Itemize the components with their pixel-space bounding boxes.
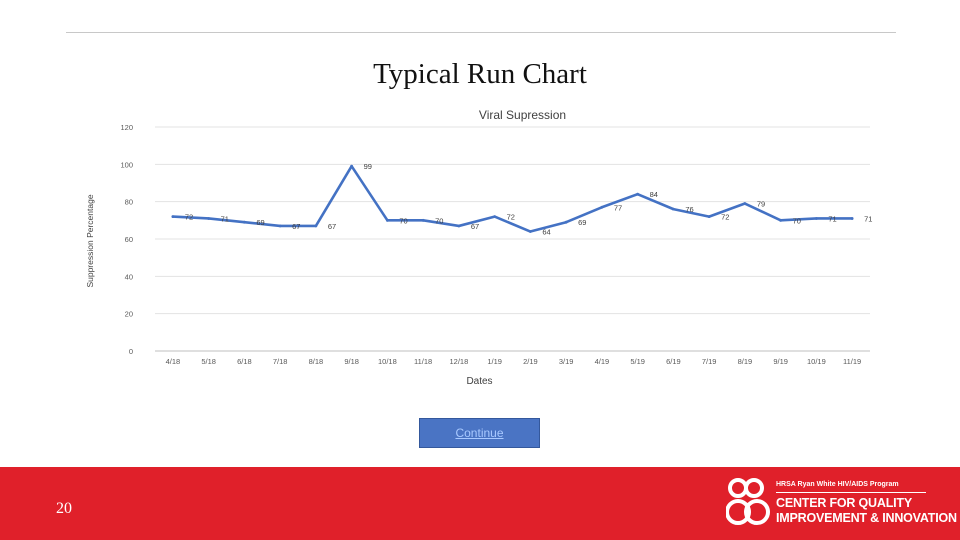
data-label: 71 [221, 214, 229, 223]
run-chart: Viral Supression 0 20 40 60 80 100 120 4/18 5/18 6… [85, 108, 872, 387]
continue-button[interactable]: Continue [419, 418, 540, 448]
data-label: 77 [614, 203, 622, 212]
data-point [779, 218, 783, 222]
x-tick-label: 4/18 [166, 357, 181, 366]
data-point [278, 224, 282, 228]
y-tick-label: 120 [120, 123, 133, 132]
y-axis-title: Suppression Percentage [85, 194, 95, 287]
slide-title: Typical Run Chart [373, 58, 587, 90]
data-label: 72 [721, 213, 729, 222]
data-point [457, 224, 461, 228]
data-point [814, 217, 818, 220]
logo-line-1: CENTER FOR QUALITY [776, 496, 912, 510]
x-tick-label: 9/18 [344, 357, 359, 366]
x-tick-label: 6/18 [237, 357, 252, 366]
data-point [171, 215, 175, 218]
data-label: 67 [292, 222, 300, 231]
data-point [600, 205, 604, 209]
y-tick-label: 60 [125, 235, 133, 244]
data-label: 67 [471, 222, 479, 231]
data-point [850, 217, 854, 220]
data-label: 99 [364, 162, 372, 171]
data-point [671, 207, 675, 211]
data-point [564, 220, 568, 224]
series-line [171, 164, 854, 233]
data-point [743, 202, 747, 205]
x-tick-label: 3/19 [559, 357, 574, 366]
data-label: 71 [864, 214, 872, 223]
x-tick-label: 10/19 [807, 357, 826, 366]
page-number: 20 [56, 500, 72, 517]
y-tick-label: 20 [125, 310, 133, 319]
data-label: 70 [435, 216, 443, 225]
x-tick-label: 8/18 [309, 357, 324, 366]
x-tick-label: 5/18 [201, 357, 216, 366]
data-point [207, 217, 211, 220]
data-label: 72 [185, 213, 193, 222]
x-tick-label: 4/19 [595, 357, 610, 366]
top-divider [66, 32, 896, 33]
data-label: 70 [793, 216, 801, 225]
data-point [385, 218, 389, 222]
data-point [242, 220, 246, 224]
data-label: 71 [828, 214, 836, 223]
x-tick-label: 5/19 [630, 357, 645, 366]
x-axis-title: Dates [466, 376, 492, 387]
cqii-logo: HRSA Ryan White HIV/AIDS Program CENTER … [726, 474, 957, 532]
footer-bar [0, 467, 960, 540]
y-tick-label: 40 [125, 272, 133, 281]
ribbon-logo-icon [726, 478, 770, 525]
x-tick-label: 11/19 [843, 357, 861, 366]
x-tick-label: 2/19 [523, 357, 538, 366]
x-tick-label: 9/19 [773, 357, 788, 366]
logo-divider [776, 492, 926, 493]
data-label: 76 [685, 205, 693, 214]
x-tick-label: 6/19 [666, 357, 681, 366]
x-tick-label: 7/19 [702, 357, 717, 366]
data-point [528, 230, 532, 233]
data-label: 67 [328, 222, 336, 231]
data-label: 70 [399, 216, 407, 225]
y-tick-label: 80 [125, 198, 133, 207]
data-point [421, 218, 425, 222]
data-point [350, 164, 354, 168]
x-tick-label: 11/18 [414, 357, 432, 366]
data-label: 69 [578, 218, 586, 227]
data-label: 79 [757, 200, 765, 209]
data-point [707, 215, 711, 218]
data-label: 69 [256, 218, 264, 227]
logo-line-2: IMPROVEMENT & INNOVATION [776, 511, 957, 525]
x-tick-label: 10/18 [378, 357, 397, 366]
y-tick-label: 0 [129, 347, 133, 356]
data-label: 72 [507, 213, 515, 222]
x-tick-label: 12/18 [449, 357, 468, 366]
y-tick-label: 100 [120, 160, 133, 169]
chart-title: Viral Supression [479, 108, 566, 122]
data-label: 64 [542, 228, 550, 237]
x-tick-label: 8/19 [738, 357, 753, 366]
x-tick-label: 1/19 [487, 357, 502, 366]
data-label: 84 [650, 190, 658, 199]
program-name: HRSA Ryan White HIV/AIDS Program [776, 481, 899, 488]
x-tick-label: 7/18 [273, 357, 288, 366]
data-point [314, 224, 318, 228]
data-point [636, 192, 640, 196]
data-point [493, 215, 497, 218]
